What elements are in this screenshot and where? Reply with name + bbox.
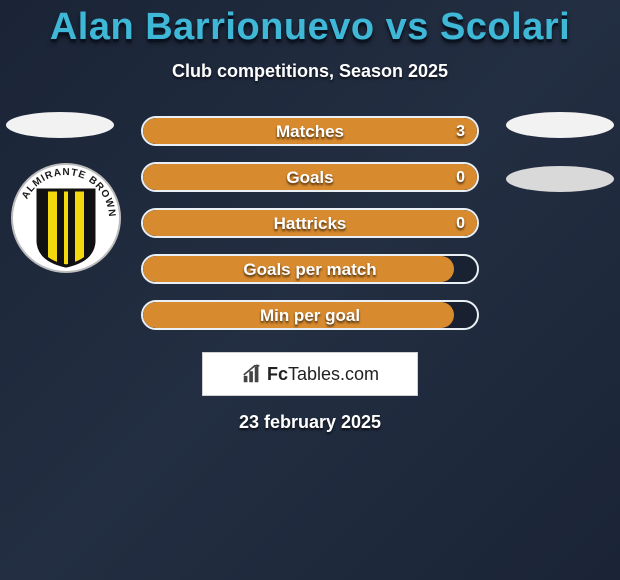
club-badge-left: ALMIRANTE BROWN xyxy=(10,162,122,274)
fctables-logo-text: FcTables.com xyxy=(267,364,379,385)
player-photo-placeholder-right-2 xyxy=(506,166,614,192)
player-photo-placeholder-left xyxy=(6,112,114,138)
page-title: Alan Barrionuevo vs Scolari xyxy=(0,0,620,49)
bar-chart-icon xyxy=(241,363,263,385)
stat-bar: 3Matches xyxy=(141,116,479,146)
date-caption: 23 february 2025 xyxy=(0,412,620,433)
comparison-panel: ALMIRANTE BROWN 3Matches0Goals0Hattricks… xyxy=(0,116,620,433)
stat-label: Hattricks xyxy=(143,210,477,238)
stat-label: Min per goal xyxy=(143,302,477,330)
stat-bar: 0Hattricks xyxy=(141,208,479,238)
stat-label: Goals xyxy=(143,164,477,192)
stat-label: Goals per match xyxy=(143,256,477,284)
stat-bar: Min per goal xyxy=(141,300,479,330)
subtitle: Club competitions, Season 2025 xyxy=(0,61,620,82)
stat-bars: 3Matches0Goals0HattricksGoals per matchM… xyxy=(141,116,479,330)
stat-label: Matches xyxy=(143,118,477,146)
stat-value-right: 3 xyxy=(444,118,477,146)
stat-value-right: 0 xyxy=(444,164,477,192)
player-photo-placeholder-right-1 xyxy=(506,112,614,138)
fctables-logo: FcTables.com xyxy=(202,352,418,396)
stat-bar: 0Goals xyxy=(141,162,479,192)
stat-value-right: 0 xyxy=(444,210,477,238)
stat-bar: Goals per match xyxy=(141,254,479,284)
